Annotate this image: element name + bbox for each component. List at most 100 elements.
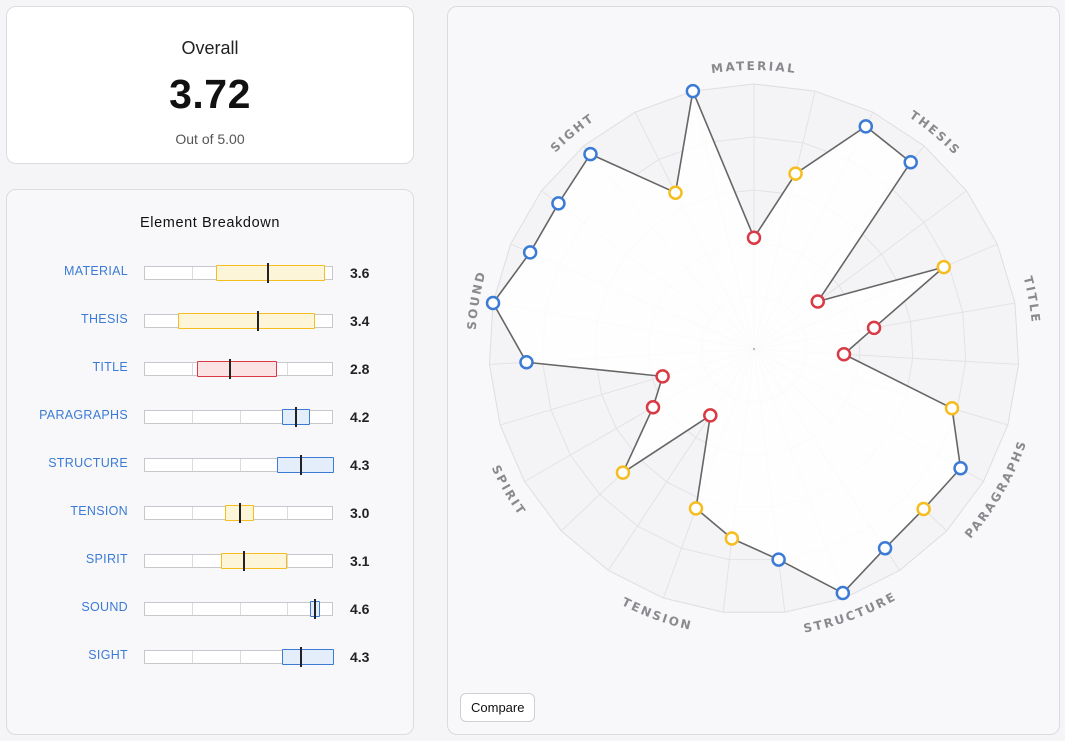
breakdown-row: PARAGRAPHS 4.2 [7,404,415,428]
bar-gridline [239,603,241,615]
radar-point [771,552,786,567]
breakdown-row: TITLE 2.8 [7,356,415,380]
element-label[interactable]: TENSION [70,504,128,518]
score-mean-marker [266,263,269,283]
score-range-bar [144,263,333,283]
score-range-bar [144,551,333,571]
radar-axis-label-text: SOUND [465,269,487,331]
score-range [220,553,287,569]
breakdown-row: SOUND 4.6 [7,596,415,620]
breakdown-row: THESIS 3.4 [7,308,415,332]
radar-point [916,501,931,517]
radar-axis-label: MATERIAL [710,59,798,76]
score-range [282,649,334,665]
bar-gridline [192,363,194,375]
element-breakdown-panel: Element Breakdown MATERIAL 3.6 THESIS 3.4 TI… [6,189,414,735]
bar-gridline [239,411,241,423]
score-range-bar [144,311,333,331]
radar-point [685,83,701,99]
radar-score-shape [492,90,962,594]
bar-gridline [192,267,194,279]
radar-center [752,347,756,351]
element-score: 4.3 [350,457,370,473]
radar-chart-panel: MATERIAL THESIS TITLE PARAGRAPHS STRUCTURE TE… [447,6,1060,735]
bar-gridline [239,651,241,663]
radar-axis-label: TITLE [1021,275,1043,325]
radar-chart: MATERIALTHESISTITLEPARAGRAPHSSTRUCTURETE… [465,59,1043,636]
element-score: 3.6 [350,265,370,281]
radar-point [703,408,718,423]
radar-point [724,531,740,546]
score-range [215,265,325,281]
bar-gridline [192,507,194,519]
radar-point [688,501,704,516]
element-score: 2.8 [350,361,370,377]
radar-point [903,154,918,170]
overall-subtitle: Out of 5.00 [175,131,245,147]
bar-gridline [192,651,194,663]
element-label[interactable]: PARAGRAPHS [39,408,128,422]
element-label[interactable]: TITLE [92,360,128,374]
radar-point [866,320,882,336]
element-score: 3.0 [350,505,370,521]
element-label[interactable]: STRUCTURE [48,456,128,470]
breakdown-row: SIGHT 4.3 [7,644,415,668]
breakdown-row: STRUCTURE 4.3 [7,452,415,476]
radar-point [522,245,538,260]
element-score: 3.1 [350,553,370,569]
radar-axis-label-text: MATERIAL [710,59,795,76]
score-range-bar [144,407,333,427]
breakdown-row: SPIRIT 3.1 [7,548,415,572]
radar-point [655,369,670,384]
radar-point [788,166,803,181]
score-mean-marker [257,311,260,331]
radar-point [519,355,534,370]
radar-point [583,146,598,162]
radar-point [835,585,851,601]
element-score: 4.2 [350,409,370,425]
breakdown-row: TENSION 3.0 [7,500,415,524]
bar-gridline [192,555,194,567]
score-range [178,313,316,329]
bar-gridline [192,459,194,471]
element-label[interactable]: SIGHT [88,648,128,662]
radar-point [858,119,874,134]
radar-point [485,295,501,311]
score-range-bar [144,455,334,475]
compare-button[interactable]: Compare [460,693,536,722]
radar-point [645,400,661,415]
radar-point [746,230,762,245]
radar-axis-label: SOUND [465,269,489,331]
element-label[interactable]: SPIRIT [85,552,128,566]
score-mean-marker [243,551,246,571]
radar-point [615,465,631,480]
radar-axis-label-text: TITLE [1021,275,1041,325]
radar-point [936,259,952,275]
element-score: 4.6 [350,601,370,617]
overall-score: 3.72 [169,71,251,117]
score-mean-marker [295,407,298,427]
bar-gridline [286,603,288,615]
radar-point [877,541,893,556]
bar-gridline [192,411,194,423]
bar-gridline [286,363,288,375]
radar-point [836,346,852,362]
breakdown-title: Element Breakdown [140,215,280,231]
bar-gridline [239,459,241,471]
bar-gridline [192,603,194,615]
radar-point [944,401,960,416]
score-mean-marker [299,455,302,475]
score-range-bar [144,599,333,619]
score-mean-marker [314,599,317,619]
element-label[interactable]: SOUND [81,600,128,614]
score-range [196,361,278,377]
score-range [277,457,334,473]
score-mean-marker [229,359,232,379]
score-range-bar [144,647,334,667]
bar-gridline [286,507,288,519]
radar-point [810,294,826,309]
radar-point [668,185,683,200]
element-label[interactable]: MATERIAL [64,264,128,278]
bar-gridline [286,555,288,567]
element-label[interactable]: THESIS [81,312,128,326]
